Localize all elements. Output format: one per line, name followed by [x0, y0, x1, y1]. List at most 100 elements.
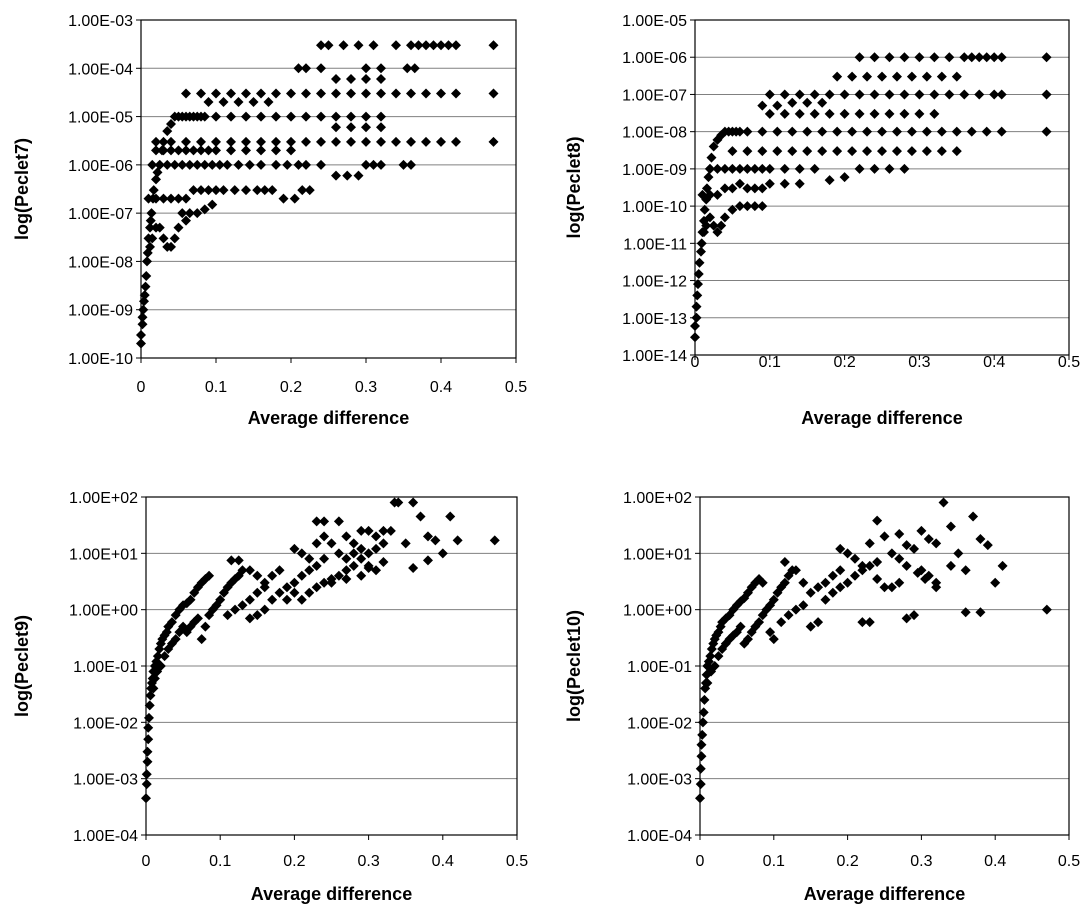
data-point	[451, 88, 461, 99]
data-point	[901, 540, 912, 551]
data-point	[166, 193, 176, 204]
x-tick-label: 0.4	[432, 853, 454, 870]
x-tick-label: 0.2	[833, 354, 855, 371]
y-axis-title: log(Peclet7)	[12, 138, 32, 240]
data-point	[437, 548, 448, 559]
data-point	[331, 111, 341, 122]
data-point	[1041, 52, 1052, 63]
data-point	[151, 136, 161, 147]
data-point	[229, 185, 240, 196]
data-point	[959, 89, 970, 100]
x-tick-label: 0	[137, 379, 146, 396]
data-point	[341, 565, 352, 576]
data-point	[712, 163, 723, 174]
data-point	[824, 175, 835, 186]
x-tick-label: 0	[696, 853, 705, 870]
data-point	[348, 538, 359, 549]
data-point	[847, 146, 858, 157]
x-tick-label: 0.1	[209, 853, 231, 870]
data-point	[376, 63, 386, 74]
data-point	[779, 108, 790, 119]
data-point	[368, 159, 379, 170]
data-point	[218, 185, 229, 196]
data-point	[694, 257, 705, 268]
data-point	[428, 40, 439, 51]
data-point	[286, 136, 296, 147]
data-point	[356, 570, 367, 581]
data-point	[713, 651, 724, 662]
data-point	[921, 126, 932, 137]
data-point	[237, 565, 248, 576]
data-point	[719, 212, 730, 223]
data-point	[304, 553, 315, 564]
data-point	[764, 178, 775, 189]
data-point	[304, 587, 315, 598]
data-point	[143, 712, 154, 723]
data-point	[218, 97, 229, 108]
data-point	[226, 136, 236, 147]
data-point	[779, 89, 790, 100]
data-point	[376, 111, 386, 122]
data-point	[929, 52, 940, 63]
data-point	[727, 204, 738, 215]
data-point	[166, 119, 176, 130]
y-tick-label: 1.00E+00	[69, 603, 138, 620]
y-axis-title: log(Peclet10)	[564, 610, 584, 722]
x-tick-label: 0.1	[759, 354, 781, 371]
data-point	[734, 201, 745, 212]
data-point	[974, 52, 985, 63]
data-point	[376, 136, 386, 147]
data-point	[847, 71, 858, 82]
data-point	[712, 227, 723, 238]
y-tick-label: 1.00E-03	[73, 772, 138, 789]
data-point	[188, 145, 199, 156]
data-point	[719, 163, 730, 174]
data-point	[929, 89, 940, 100]
data-point	[154, 159, 165, 170]
data-point	[142, 756, 153, 767]
data-point	[742, 163, 753, 174]
data-point	[869, 52, 880, 63]
data-point	[835, 582, 846, 593]
data-point	[196, 88, 206, 99]
data-point	[142, 256, 152, 267]
data-point	[899, 163, 910, 174]
data-point	[877, 146, 887, 157]
data-point	[931, 582, 942, 593]
data-point	[798, 577, 809, 588]
data-point	[346, 88, 356, 99]
y-tick-label: 1.00E-08	[68, 254, 133, 271]
data-point	[415, 511, 426, 522]
data-point	[141, 779, 152, 790]
y-tick-label: 1.00E+01	[623, 546, 692, 563]
data-point	[699, 694, 710, 705]
data-point	[802, 126, 813, 137]
data-point	[226, 88, 236, 99]
data-point	[158, 145, 169, 156]
data-point	[361, 88, 371, 99]
data-point	[136, 329, 146, 340]
data-point	[944, 89, 955, 100]
data-point	[849, 570, 860, 581]
data-point	[794, 89, 805, 100]
data-point	[331, 136, 341, 147]
data-point	[421, 40, 431, 51]
data-point	[173, 193, 184, 204]
data-point	[757, 577, 768, 588]
data-point	[376, 159, 386, 170]
data-point	[921, 71, 932, 82]
data-point	[945, 521, 956, 532]
data-point	[757, 100, 768, 111]
data-point	[951, 126, 962, 137]
data-point	[181, 145, 191, 156]
data-point	[914, 108, 925, 119]
data-point	[211, 88, 221, 99]
data-point	[154, 222, 165, 233]
data-point	[139, 296, 149, 307]
data-point	[1041, 89, 1052, 100]
data-point	[316, 136, 326, 147]
data-point	[289, 587, 300, 598]
data-point	[139, 290, 150, 301]
y-tick-label: 1.00E-03	[68, 13, 133, 30]
data-point	[960, 607, 971, 618]
